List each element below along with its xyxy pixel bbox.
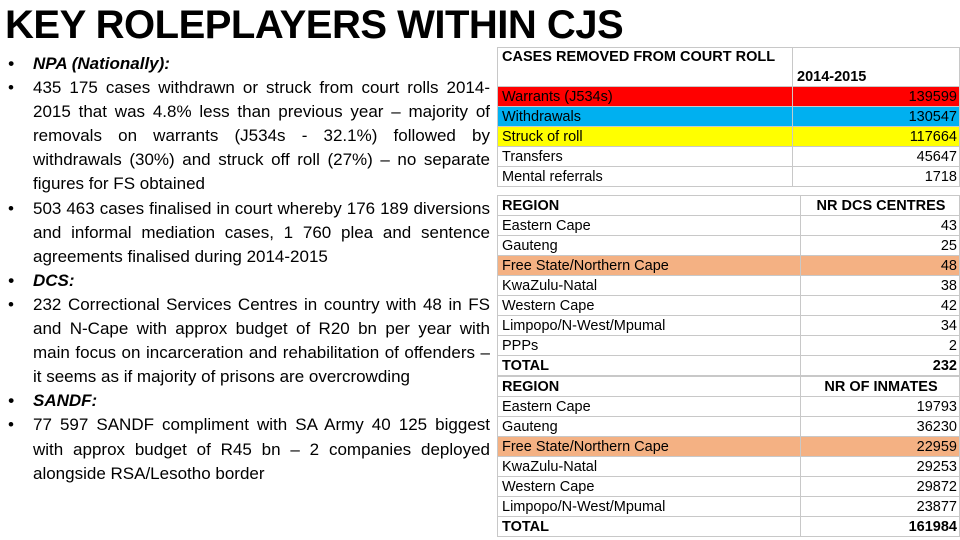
row-label: Gauteng: [497, 235, 801, 256]
row-value: 34: [800, 315, 960, 336]
bullet-text: DCS:: [33, 270, 75, 290]
table-row: Struck of roll 117664: [497, 126, 960, 147]
bullet-text: NPA (Nationally):: [33, 54, 170, 73]
table-header-label: CASES REMOVED FROM COURT ROLL: [497, 47, 793, 87]
total-value: 161984: [800, 516, 960, 537]
table-header-row: CASES REMOVED FROM COURT ROLL 2014-2015: [497, 47, 960, 87]
court-removals-table: CASES REMOVED FROM COURT ROLL 2014-2015 …: [497, 47, 960, 187]
row-value: 48: [800, 255, 960, 276]
row-value: 117664: [792, 126, 960, 147]
bullet-npa-finalised: • 503 463 cases finalised in court whereb…: [8, 197, 490, 269]
table-row: Free State/Northern Cape 48: [497, 255, 960, 276]
row-label: Eastern Cape: [497, 396, 801, 417]
table-header-label: REGION: [497, 376, 801, 397]
inmates-rows: Eastern Cape 19793 Gauteng 36230 Free State/…: [497, 396, 960, 517]
row-value: 139599: [792, 86, 960, 107]
table-row: Limpopo/N-West/Mpumal 34: [497, 315, 960, 336]
row-label: Warrants (J534s): [497, 86, 793, 107]
row-value: 23877: [800, 496, 960, 517]
table-row: Gauteng 25: [497, 235, 960, 256]
bullet-list: • NPA (Nationally): • 435 175 cases withdr…: [8, 52, 490, 486]
row-value: 25: [800, 235, 960, 256]
row-value: 19793: [800, 396, 960, 417]
table-row: Western Cape 29872: [497, 476, 960, 497]
table-header-row: REGION NR DCS CENTRES: [497, 195, 960, 216]
row-value: 42: [800, 295, 960, 316]
bullet-text: 232 Correctional Services Centres in cou…: [33, 294, 490, 387]
row-label: Mental referrals: [497, 166, 793, 187]
table-row: KwaZulu-Natal 38: [497, 275, 960, 296]
row-label: Eastern Cape: [497, 215, 801, 236]
table-header-value: NR OF INMATES: [800, 376, 960, 397]
row-value: 2: [800, 335, 960, 356]
row-label: Struck of roll: [497, 126, 793, 147]
table-row: Warrants (J534s) 139599: [497, 86, 960, 107]
row-label: Limpopo/N-West/Mpumal: [497, 496, 801, 517]
bullet-sandf-heading: • SANDF:: [8, 389, 490, 413]
bullet-glyph: •: [8, 78, 14, 98]
row-label: Western Cape: [497, 295, 801, 316]
dcs-centres-rows: Eastern Cape 43 Gauteng 25 Free State/Northe…: [497, 215, 960, 356]
total-value: 232: [800, 355, 960, 376]
table-row: Free State/Northern Cape 22959: [497, 436, 960, 457]
bullet-text: 77 597 SANDF compliment with SA Army 40 …: [33, 415, 490, 483]
table-row: Eastern Cape 43: [497, 215, 960, 236]
table-row: PPPs 2: [497, 335, 960, 356]
row-label: Western Cape: [497, 476, 801, 497]
bullet-glyph: •: [8, 415, 14, 435]
total-label: TOTAL: [497, 516, 801, 537]
table-row: KwaZulu-Natal 29253: [497, 456, 960, 477]
bullet-glyph: •: [8, 198, 14, 218]
slide-title: KEY ROLEPLAYERS WITHIN CJS: [5, 3, 624, 47]
row-value: 1718: [792, 166, 960, 187]
bullet-sandf-compliment: • 77 597 SANDF compliment with SA Army 40…: [8, 413, 490, 485]
bullet-glyph: •: [8, 294, 14, 314]
row-label: Free State/Northern Cape: [497, 255, 801, 276]
row-label: Transfers: [497, 146, 793, 167]
bullet-glyph: •: [8, 54, 14, 73]
row-label: KwaZulu-Natal: [497, 275, 801, 296]
table-row: Withdrawals 130547: [497, 106, 960, 127]
total-label: TOTAL: [497, 355, 801, 376]
court-removals-rows: Warrants (J534s) 139599 Withdrawals 130547 S…: [497, 86, 960, 187]
inmates-table: REGION NR OF INMATES Eastern Cape 19793 Ga…: [497, 376, 960, 537]
row-value: 29872: [800, 476, 960, 497]
table-row: Mental referrals 1718: [497, 166, 960, 187]
bullet-text: 435 175 cases withdrawn or struck from c…: [33, 78, 490, 194]
row-label: KwaZulu-Natal: [497, 456, 801, 477]
bullet-text: SANDF:: [33, 391, 98, 411]
row-label: Limpopo/N-West/Mpumal: [497, 315, 801, 336]
row-label: Gauteng: [497, 416, 801, 437]
dcs-centres-table: REGION NR DCS CENTRES Eastern Cape 43 Gaut…: [497, 195, 960, 376]
table-row: Limpopo/N-West/Mpumal 23877: [497, 496, 960, 517]
bullet-glyph: •: [8, 270, 14, 290]
bullet-npa-heading: • NPA (Nationally):: [8, 52, 490, 76]
bullet-text: 503 463 cases finalised in court whereby…: [33, 198, 490, 266]
row-value: 45647: [792, 146, 960, 167]
table-header-label: REGION: [497, 195, 801, 216]
table-header-value: 2014-2015: [792, 47, 960, 87]
table-total-row: TOTAL 232: [497, 355, 960, 376]
bullet-glyph: •: [8, 391, 14, 411]
table-row: Eastern Cape 19793: [497, 396, 960, 417]
table-total-row: TOTAL 161984: [497, 516, 960, 537]
row-value: 29253: [800, 456, 960, 477]
row-value: 43: [800, 215, 960, 236]
row-label: Free State/Northern Cape: [497, 436, 801, 457]
row-label: Withdrawals: [497, 106, 793, 127]
table-row: Western Cape 42: [497, 295, 960, 316]
bullet-dcs-heading: • DCS:: [8, 269, 490, 293]
bullet-npa-withdrawn: • 435 175 cases withdrawn or struck from …: [8, 76, 490, 196]
table-header-value: NR DCS CENTRES: [800, 195, 960, 216]
table-row: Gauteng 36230: [497, 416, 960, 437]
bullet-dcs-centres: • 232 Correctional Services Centres in co…: [8, 293, 490, 389]
row-value: 38: [800, 275, 960, 296]
row-value: 22959: [800, 436, 960, 457]
table-header-row: REGION NR OF INMATES: [497, 376, 960, 397]
row-value: 36230: [800, 416, 960, 437]
table-row: Transfers 45647: [497, 146, 960, 167]
row-label: PPPs: [497, 335, 801, 356]
row-value: 130547: [792, 106, 960, 127]
